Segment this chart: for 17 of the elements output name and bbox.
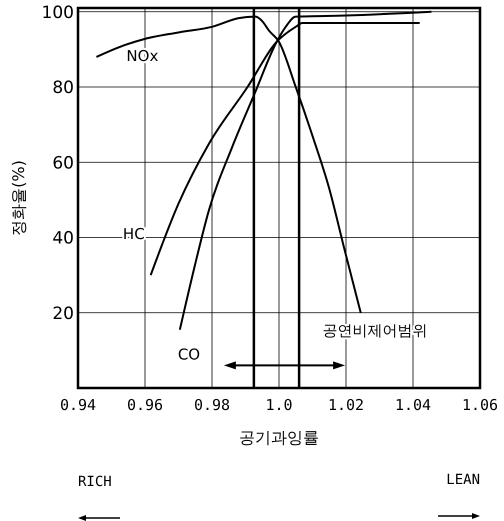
x-tick-label: 0.96 <box>126 396 164 414</box>
x-tick-label: 1.06 <box>462 396 498 414</box>
y-tick-label: 60 <box>52 153 74 174</box>
text: LEAN <box>446 472 480 488</box>
x-axis-title: 공기과잉률 <box>239 428 319 447</box>
x-tick-label: 0.98 <box>194 396 230 414</box>
x-tick-label: 1.0 <box>265 396 293 414</box>
y-tick-label: 40 <box>52 228 74 249</box>
y-axis-title: 정화율(%) <box>9 160 28 236</box>
text: RICH <box>78 474 112 490</box>
x-tick-label: 1.02 <box>328 396 364 414</box>
x-tick-label: 1.04 <box>394 396 432 414</box>
y-tick-label: 100 <box>42 2 74 23</box>
y-tick-label: 80 <box>52 78 74 98</box>
x-tick-label: 0.94 <box>60 396 96 414</box>
y-tick-label: 20 <box>52 304 74 324</box>
series-label: CO <box>178 346 200 364</box>
